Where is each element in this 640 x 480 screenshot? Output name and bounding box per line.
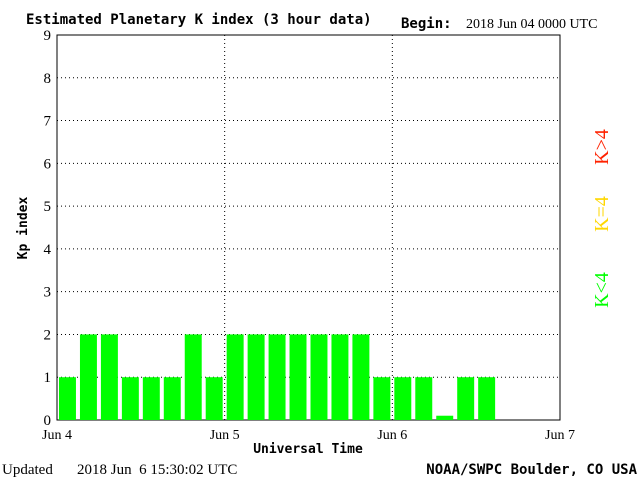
legend-equal-4: K=4 <box>591 196 613 232</box>
chart-title: Estimated Planetary K index (3 hour data… <box>26 12 372 28</box>
y-tick-label: 5 <box>44 199 52 215</box>
kp-bar <box>163 377 181 420</box>
kp-bar <box>247 334 265 420</box>
x-tick-label: Jun 7 <box>545 428 575 443</box>
kp-bar <box>142 377 160 420</box>
kp-bar <box>268 334 286 420</box>
begin-value: 2018 Jun 04 0000 UTC <box>466 17 597 32</box>
y-tick-labels: 0 1 2 3 4 5 6 7 8 9 <box>44 28 52 429</box>
kp-bar <box>415 377 433 420</box>
kp-bar <box>121 377 139 420</box>
y-axis-label: Kp index <box>16 197 31 260</box>
y-tick-label: 7 <box>44 114 52 130</box>
kp-bar <box>352 334 370 420</box>
x-tick-label: Jun 4 <box>42 428 72 443</box>
x-tick-labels: Jun 4 Jun 5 Jun 6 Jun 7 <box>42 428 575 443</box>
legend-above-4: K>4 <box>591 129 613 165</box>
kp-bar <box>310 334 328 420</box>
kp-bar <box>373 377 391 420</box>
kp-bar <box>478 377 496 420</box>
x-tick-label: Jun 6 <box>377 428 407 443</box>
x-axis-label: Universal Time <box>253 442 363 457</box>
kp-bar <box>184 334 202 420</box>
kp-bar <box>289 334 307 420</box>
y-tick-label: 4 <box>44 242 52 258</box>
kp-bar <box>331 334 349 420</box>
kp-bar <box>226 334 244 420</box>
begin-label: Begin: <box>401 16 452 32</box>
y-tick-label: 9 <box>44 28 52 44</box>
bars <box>59 334 496 420</box>
y-tick-label: 6 <box>44 156 52 172</box>
y-tick-label: 8 <box>44 71 52 87</box>
plot-frame <box>56 34 561 421</box>
updated-value: 2018 Jun 6 15:30:02 UTC <box>77 462 237 478</box>
source-credit: NOAA/SWPC Boulder, CO USA <box>426 462 637 478</box>
x-tick-label: Jun 5 <box>210 428 240 443</box>
kp-bar <box>394 377 412 420</box>
kp-bar <box>79 334 97 420</box>
kp-bar <box>59 377 76 420</box>
y-tick-label: 2 <box>44 327 52 343</box>
plot-area: 0 1 2 3 4 5 6 7 8 9 Jun 4 Jun 5 Jun 6 Jun 7 <box>42 28 575 443</box>
y-tick-label: 3 <box>44 285 52 301</box>
legend-below-4: K<4 <box>591 272 613 308</box>
y-tick-label: 1 <box>44 370 52 386</box>
grid-lines <box>57 34 560 420</box>
kp-bar <box>436 415 454 420</box>
updated-label: Updated <box>2 462 53 478</box>
kp-bar <box>205 377 223 420</box>
kp-bar <box>457 377 475 420</box>
y-tick-label: 0 <box>44 413 52 429</box>
kp-bar <box>100 334 118 420</box>
